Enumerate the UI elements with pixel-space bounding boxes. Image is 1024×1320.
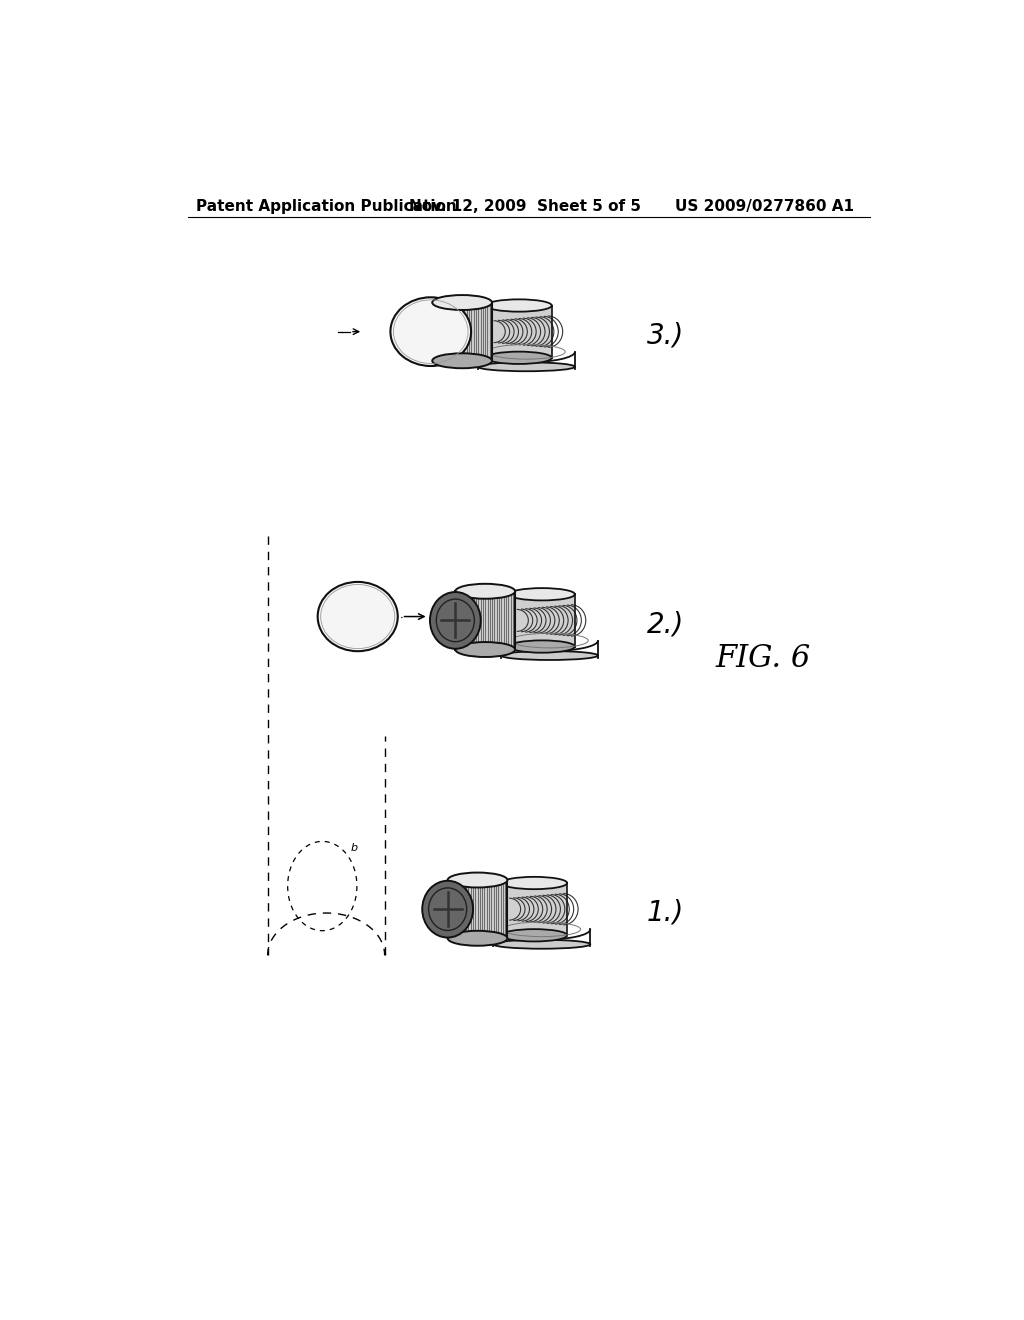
Ellipse shape: [494, 940, 590, 949]
Text: Nov. 12, 2009  Sheet 5 of 5: Nov. 12, 2009 Sheet 5 of 5: [409, 198, 641, 214]
Ellipse shape: [509, 589, 574, 601]
Text: 3.): 3.): [646, 322, 684, 350]
Text: b: b: [351, 842, 358, 853]
Bar: [432, 302, 492, 360]
Text: 1.): 1.): [646, 899, 684, 927]
Ellipse shape: [502, 876, 567, 890]
Ellipse shape: [390, 297, 471, 366]
Ellipse shape: [432, 354, 492, 368]
Text: Patent Application Publication: Patent Application Publication: [196, 198, 457, 214]
Ellipse shape: [432, 296, 492, 310]
Text: 2.): 2.): [646, 610, 684, 639]
Text: US 2009/0277860 A1: US 2009/0277860 A1: [676, 198, 854, 214]
Ellipse shape: [447, 931, 508, 945]
Bar: [509, 594, 574, 647]
Bar: [502, 883, 567, 936]
Ellipse shape: [430, 591, 480, 649]
Ellipse shape: [447, 873, 508, 887]
Ellipse shape: [422, 880, 473, 937]
Ellipse shape: [456, 583, 515, 599]
Ellipse shape: [509, 640, 574, 652]
Bar: [447, 880, 508, 939]
Bar: [486, 305, 552, 358]
Ellipse shape: [478, 362, 574, 371]
Ellipse shape: [502, 929, 567, 941]
Ellipse shape: [486, 351, 552, 364]
Bar: [456, 591, 515, 649]
Ellipse shape: [317, 582, 397, 651]
Ellipse shape: [486, 300, 552, 312]
Text: FIG. 6: FIG. 6: [716, 643, 811, 675]
Ellipse shape: [456, 642, 515, 657]
Ellipse shape: [501, 651, 598, 660]
